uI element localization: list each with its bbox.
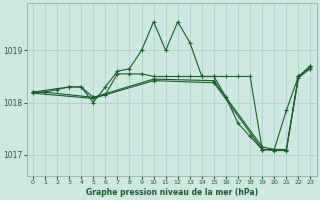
X-axis label: Graphe pression niveau de la mer (hPa): Graphe pression niveau de la mer (hPa): [86, 188, 258, 197]
